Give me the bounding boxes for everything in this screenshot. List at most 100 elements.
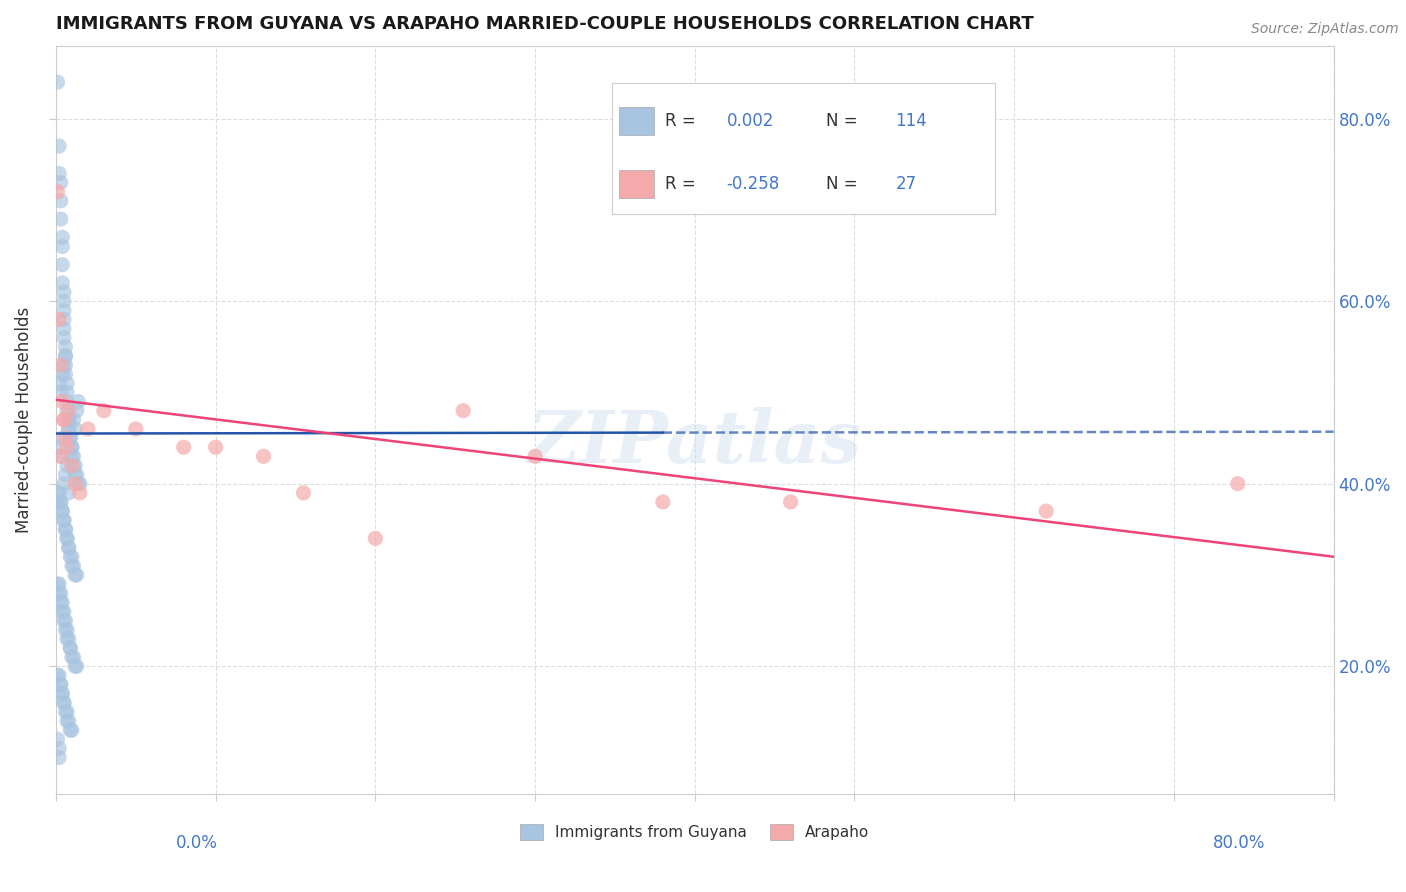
Point (58, 422, 80, 436)
Point (46, 495, 69, 509)
Text: ZIPatlas: ZIPatlas (527, 407, 862, 478)
Point (51, 504, 73, 518)
Point (56, 394, 79, 409)
Point (52, 303, 75, 318)
Point (52, 513, 75, 527)
Point (55, 522, 77, 536)
Point (46, 486, 69, 500)
Point (51, 239, 73, 253)
Point (48, 139, 70, 153)
Point (56, 376, 79, 391)
Text: 80.0%: 80.0% (1213, 834, 1265, 852)
Point (48, 586, 70, 600)
Point (52, 605, 75, 619)
Point (69, 476, 91, 491)
Point (66, 467, 89, 482)
Point (66, 403, 89, 417)
Point (49, 595, 72, 609)
Point (49, 450, 72, 464)
Point (52, 513, 75, 527)
Point (59, 431, 82, 445)
Point (48, 668, 70, 682)
Point (59, 640, 82, 655)
Point (62, 650, 84, 665)
Point (52, 331, 75, 345)
Point (60, 458, 83, 473)
Point (56, 705, 79, 719)
Point (58, 714, 80, 728)
Point (66, 568, 89, 582)
Point (51, 368, 73, 382)
Text: Source: ZipAtlas.com: Source: ZipAtlas.com (1251, 22, 1399, 37)
Point (63, 659, 86, 673)
Point (58, 541, 80, 555)
Point (62, 450, 84, 464)
Point (55, 623, 77, 637)
Point (66, 659, 89, 673)
Point (58, 632, 80, 646)
Point (49, 677, 72, 691)
Text: IMMIGRANTS FROM GUYANA VS ARAPAHO MARRIED-COUPLE HOUSEHOLDS CORRELATION CHART: IMMIGRANTS FROM GUYANA VS ARAPAHO MARRIE… (56, 15, 1033, 33)
Point (55, 614, 77, 628)
Point (69, 486, 91, 500)
Point (125, 422, 148, 436)
Point (60, 650, 83, 665)
Point (63, 467, 86, 482)
Point (67, 476, 90, 491)
Point (51, 431, 73, 445)
Text: 0.0%: 0.0% (176, 834, 218, 852)
Point (52, 358, 75, 372)
Point (46, 75, 69, 89)
Point (49, 176, 72, 190)
Point (55, 522, 77, 536)
Point (58, 422, 80, 436)
Point (58, 413, 80, 427)
Point (60, 440, 83, 454)
Point (52, 312, 75, 326)
Point (63, 568, 86, 582)
Point (49, 450, 72, 464)
Point (52, 285, 75, 299)
Point (56, 532, 79, 546)
Point (60, 549, 83, 564)
Point (58, 486, 80, 500)
Point (56, 714, 79, 728)
Point (52, 696, 75, 710)
Point (58, 413, 80, 427)
Point (52, 476, 75, 491)
Point (55, 340, 77, 354)
Point (52, 696, 75, 710)
Point (62, 458, 84, 473)
Point (60, 450, 83, 464)
Point (524, 450, 547, 464)
Point (49, 212, 72, 227)
Point (49, 194, 72, 208)
Point (56, 385, 79, 400)
Point (51, 605, 73, 619)
Point (1226, 476, 1249, 491)
Point (59, 640, 82, 655)
Point (49, 385, 72, 400)
Point (48, 750, 70, 764)
Point (63, 476, 86, 491)
Point (52, 413, 75, 427)
Legend: Immigrants from Guyana, Arapaho: Immigrants from Guyana, Arapaho (515, 818, 876, 847)
Point (779, 495, 801, 509)
Point (63, 458, 86, 473)
Point (51, 276, 73, 290)
Point (59, 549, 82, 564)
Point (48, 741, 70, 756)
Point (52, 321, 75, 335)
Point (56, 532, 79, 546)
Point (51, 687, 73, 701)
Y-axis label: Married-couple Households: Married-couple Households (15, 307, 32, 533)
Point (46, 732, 69, 747)
Point (93, 403, 115, 417)
Point (49, 495, 72, 509)
Point (51, 595, 73, 609)
Point (48, 166, 70, 180)
Point (56, 623, 79, 637)
Point (76, 422, 98, 436)
Point (52, 413, 75, 427)
Point (46, 668, 69, 682)
